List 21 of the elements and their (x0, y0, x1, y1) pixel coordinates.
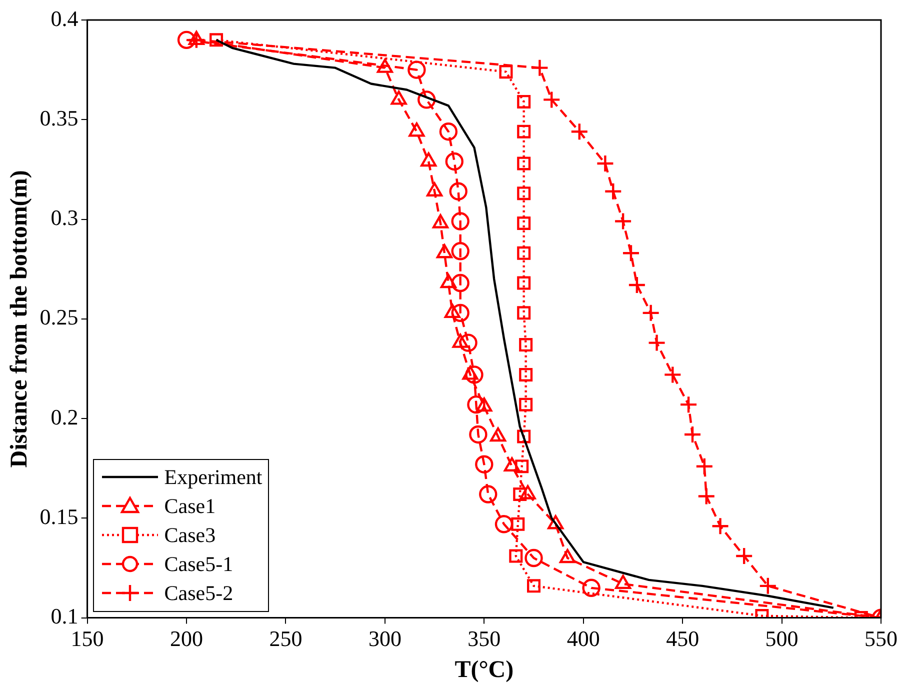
y-tick-label: 0.15 (40, 504, 78, 529)
legend-label: Experiment (164, 464, 262, 490)
y-tick-label: 0.3 (50, 205, 78, 230)
x-tick-label: 200 (170, 626, 204, 651)
y-tick-label: 0.4 (50, 6, 78, 31)
y-tick-label: 0.2 (50, 404, 78, 430)
y-axis-title: Distance from the bottom(m) (6, 170, 33, 468)
x-tick-label: 400 (566, 626, 600, 651)
legend-label: Case5-1 (164, 552, 234, 577)
legend-label: Case1 (164, 494, 216, 519)
x-tick-label: 250 (269, 626, 302, 651)
y-tick-label: 0.35 (40, 105, 78, 130)
x-tick-label: 500 (765, 626, 798, 651)
x-tick-label: 550 (864, 626, 898, 651)
x-tick-label: 300 (368, 626, 402, 651)
legend-label: Case5-2 (164, 580, 234, 606)
y-tick-label: 0.25 (40, 304, 78, 330)
x-axis-title: T(°C) (454, 656, 514, 683)
x-tick-label: 350 (468, 626, 501, 651)
legend-label: Case3 (164, 522, 216, 548)
x-tick-label: 450 (666, 626, 700, 651)
